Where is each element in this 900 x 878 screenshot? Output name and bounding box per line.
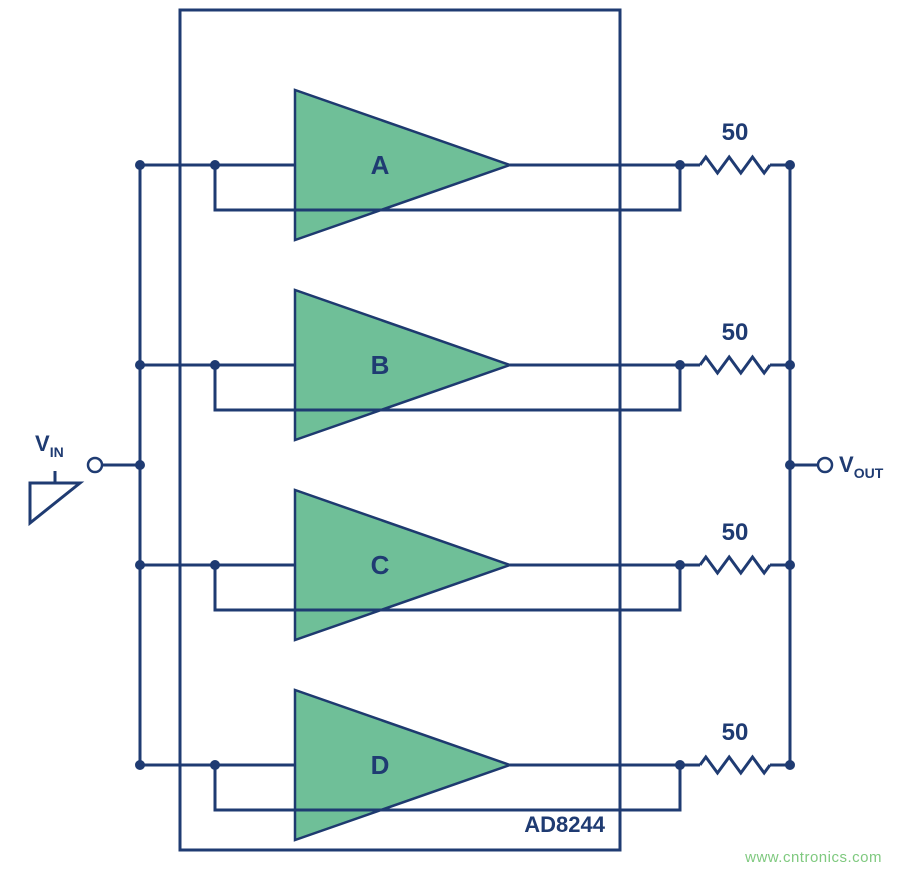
vin-bus-junction: [135, 460, 145, 470]
vout-label: VOUT: [839, 452, 884, 481]
vin-label: VIN: [35, 431, 64, 460]
amp-C-label: C: [371, 550, 390, 580]
amp-A-label: A: [371, 150, 390, 180]
resistor-B-label: 50: [722, 319, 749, 346]
ground-symbol: [30, 465, 88, 523]
resistor-C-label: 50: [722, 519, 749, 546]
chip-name-label: AD8244: [524, 812, 605, 837]
amp-C: C 50: [135, 490, 795, 640]
resistor-A: [700, 157, 770, 173]
amp-A: A 50: [135, 90, 795, 240]
watermark-text: www.cntronics.com: [745, 849, 882, 866]
resistor-D-label: 50: [722, 719, 749, 746]
amp-B-label: B: [371, 350, 390, 380]
amp-B: B 50: [135, 290, 795, 440]
amp-D-label: D: [371, 750, 390, 780]
resistor-A-label: 50: [722, 119, 749, 146]
resistor-D: [700, 757, 770, 773]
vin-terminal: [88, 458, 102, 472]
vout-bus-junction: [785, 460, 795, 470]
resistor-C: [700, 557, 770, 573]
amp-D: D 50: [135, 690, 795, 840]
vout-terminal: [818, 458, 832, 472]
resistor-B: [700, 357, 770, 373]
